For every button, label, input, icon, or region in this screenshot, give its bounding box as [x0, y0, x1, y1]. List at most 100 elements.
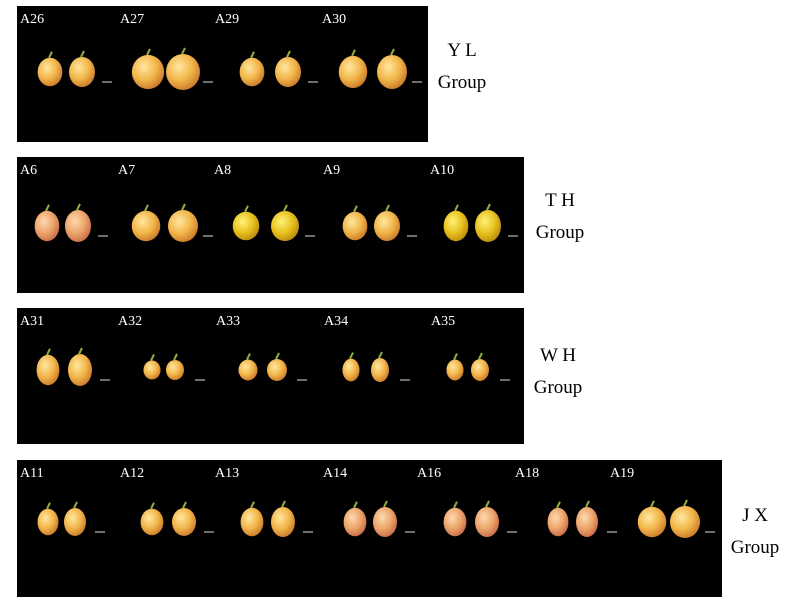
fruit: [68, 354, 92, 386]
group-name: Y L: [447, 40, 476, 61]
fruit-stem: [182, 501, 187, 509]
fruit: [373, 507, 397, 537]
sample-label: A14: [323, 466, 347, 481]
fruit: [69, 57, 95, 87]
fruit: [64, 508, 86, 536]
fruit: [172, 508, 196, 536]
fruit-stem: [383, 500, 388, 508]
sample-label: A26: [20, 12, 44, 27]
fruit: [271, 211, 299, 241]
fruit: [37, 57, 63, 87]
fruit: [343, 507, 367, 537]
fruit: [238, 359, 258, 381]
fruit-stem: [585, 500, 590, 508]
fruit: [140, 508, 164, 536]
fruit-stem: [453, 353, 458, 360]
fruit-stem: [46, 502, 51, 510]
fruit: [446, 359, 464, 381]
fruit: [475, 210, 501, 242]
fruit: [131, 210, 161, 242]
sample-label: A10: [430, 163, 454, 178]
group-caption: Group: [438, 72, 487, 93]
fruit-stem: [80, 50, 85, 58]
sample-label: A8: [214, 163, 231, 178]
fruit-stem: [146, 48, 151, 56]
group-name: T H: [545, 190, 575, 211]
fruit-stem: [150, 502, 155, 510]
fruit: [275, 57, 301, 87]
fruit-stem: [250, 501, 255, 509]
fruit: [342, 211, 368, 241]
fruit-stem: [286, 50, 291, 58]
photo-panel: [17, 157, 524, 293]
fruit: [670, 506, 700, 538]
sample-label: A12: [120, 466, 144, 481]
group-name: J X: [742, 505, 768, 526]
fruit-stem: [353, 501, 358, 509]
group-name: W H: [540, 345, 576, 366]
fruit-stem: [485, 500, 490, 508]
fruit-stem: [78, 347, 83, 355]
fruit-stem: [281, 500, 286, 508]
photo-panel: [17, 460, 722, 597]
sample-label: A27: [120, 12, 144, 27]
fruit-stem: [250, 51, 255, 59]
sample-label: A11: [20, 466, 44, 481]
sample-label: A6: [20, 163, 37, 178]
fruit-stem: [390, 48, 395, 56]
fruit-stem: [246, 353, 251, 360]
fruit: [166, 360, 184, 380]
sample-label: A16: [417, 466, 441, 481]
fruit-stem: [349, 352, 354, 360]
fruit-stem: [275, 352, 280, 360]
sample-label: A32: [118, 314, 142, 329]
fruit: [168, 210, 198, 242]
fruit-stem: [478, 352, 483, 360]
fruit: [131, 54, 165, 90]
fruit-stem: [244, 205, 249, 213]
sample-label: A33: [216, 314, 240, 329]
fruit: [443, 507, 467, 537]
fruit-stem: [353, 205, 358, 213]
fruit: [232, 211, 260, 241]
fruit: [36, 354, 60, 386]
fruit-stem: [556, 501, 561, 509]
sample-label: A34: [324, 314, 348, 329]
fruit-stem: [181, 47, 186, 55]
group-caption: Group: [534, 377, 583, 398]
fruit: [371, 358, 389, 382]
fruit: [65, 210, 91, 242]
fruit: [338, 55, 368, 89]
fruit: [443, 210, 469, 242]
fruit: [471, 359, 489, 381]
sample-label: A29: [215, 12, 239, 27]
fruit-stem: [45, 204, 50, 212]
sample-label: A13: [215, 466, 239, 481]
fruit-stem: [150, 354, 155, 361]
fruit: [475, 507, 499, 537]
sample-label: A18: [515, 466, 539, 481]
fruit: [271, 507, 295, 537]
group-caption: Group: [536, 222, 585, 243]
fruit-stem: [486, 203, 491, 211]
fruit: [37, 508, 59, 536]
fruit-stem: [173, 353, 178, 361]
fruit: [547, 507, 569, 537]
fruit: [576, 507, 598, 537]
fruit-stem: [650, 500, 655, 508]
fruit-stem: [385, 204, 390, 212]
fruit-stem: [76, 203, 81, 211]
sample-label: A30: [322, 12, 346, 27]
fruit-stem: [48, 51, 53, 59]
fruit: [637, 506, 667, 538]
group-caption: Group: [731, 537, 780, 558]
sample-label: A31: [20, 314, 44, 329]
fruit: [240, 507, 264, 537]
fruit-stem: [73, 501, 78, 509]
sample-label: A7: [118, 163, 135, 178]
fruit-stem: [283, 204, 288, 212]
fruit-stem: [453, 501, 458, 509]
fruit: [239, 57, 265, 87]
fruit: [267, 359, 287, 381]
